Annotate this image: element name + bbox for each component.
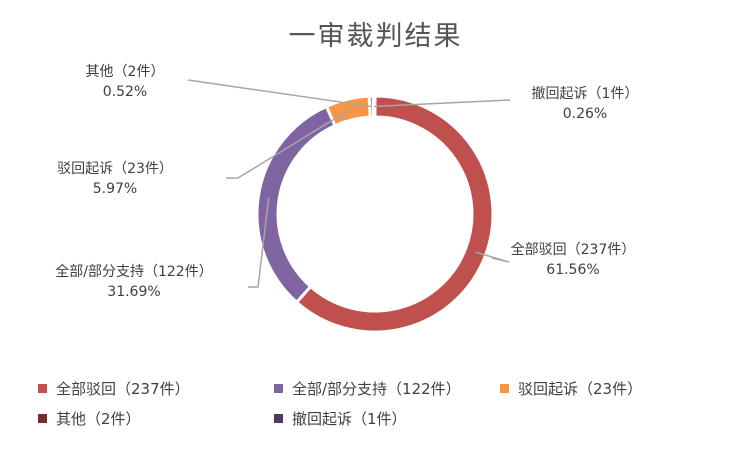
leader-line-chehui-qisu (374, 99, 511, 108)
data-label-bufen-zhichi: 全部/部分支持（122件） 31.69% (55, 264, 213, 300)
slice-chehui-qisu (371, 94, 377, 119)
legend-swatch (274, 384, 283, 393)
chart-title: 一审裁判结果 (288, 21, 463, 52)
data-label-bohui-qisu: 驳回起诉（23件） 5.97% (57, 161, 173, 197)
legend-item-chehui-qisu: 撤回起诉（1件） (274, 408, 407, 429)
slice-quanbu-bohui (294, 94, 495, 334)
legend-swatch (274, 414, 283, 423)
legend-item-quanbu-bohui: 全部驳回（237件） (38, 378, 190, 399)
legend-swatch (500, 384, 509, 393)
legend-item-bohui-qisu: 驳回起诉（23件） (500, 378, 642, 399)
data-label-quanbu-bohui: 全部驳回（237件） 61.56% (510, 242, 636, 278)
leader-line-bufen-zhichi (248, 197, 270, 288)
slice-bufen-zhichi (255, 104, 338, 305)
legend-swatch (38, 414, 47, 423)
data-label-chehui-qisu: 撤回起诉（1件） 0.26% (531, 86, 639, 122)
data-label-qita: 其他（2件） 0.52% (85, 64, 165, 100)
leader-line-quanbu-bohui (475, 251, 510, 263)
legend-item-bufen-zhichi: 全部/部分支持（122件） (274, 378, 461, 399)
legend-item-qita: 其他（2件） (38, 408, 141, 429)
legend-swatch (38, 384, 47, 393)
leader-line-bohui-qisu (226, 108, 351, 179)
leader-line-qita (187, 79, 372, 108)
